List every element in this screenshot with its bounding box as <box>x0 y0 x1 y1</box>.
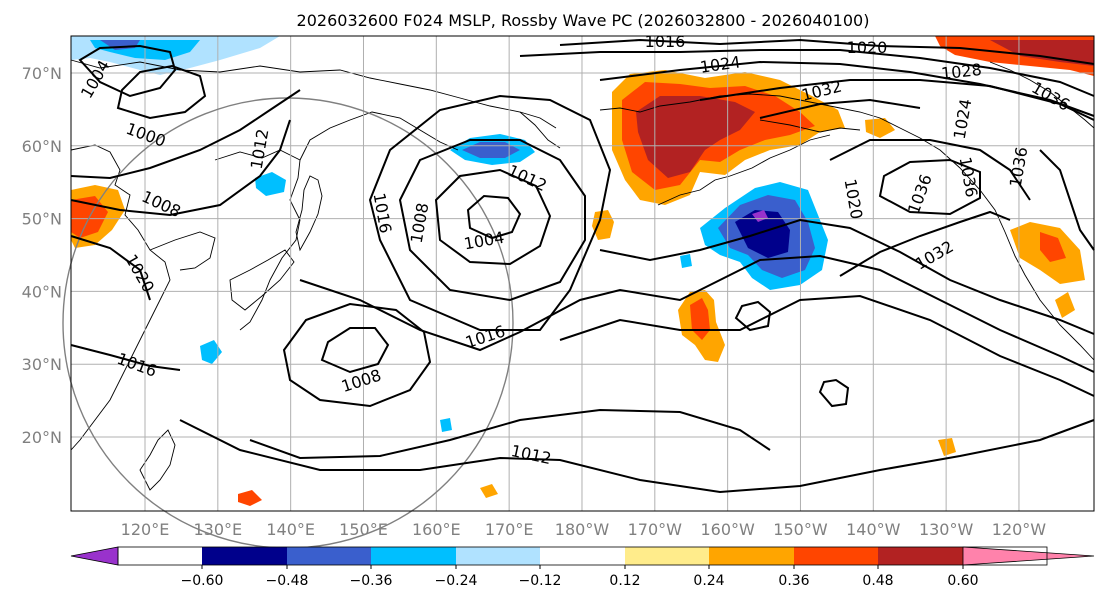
isobar-1032-ridge <box>839 210 1011 277</box>
colorbar-segment <box>287 547 371 565</box>
colorbar-tick-label: 0.36 <box>778 573 809 589</box>
positive-anomaly-small-8 <box>1055 292 1075 318</box>
latitude-label: 60°N <box>22 137 62 156</box>
colorbar-segment <box>625 547 709 565</box>
isobar-1012-west <box>70 119 291 217</box>
latitude-labels: 70°N 60°N 50°N 40°N 30°N 20°N <box>22 64 62 447</box>
isobar-label: 1020 <box>847 38 888 57</box>
colorbar-outline <box>117 546 1048 566</box>
longitude-label: 130°W <box>919 520 974 539</box>
isobar-1024-main <box>599 218 1095 335</box>
positive-anomaly-small-1 <box>592 210 614 240</box>
colorbar-tick-label: 0.48 <box>862 573 893 589</box>
isobar-1016-low <box>368 94 612 331</box>
isobar-cell-small-1 <box>734 300 772 332</box>
latitude-label: 30°N <box>22 355 62 374</box>
isobar-1020-west <box>70 235 151 301</box>
longitude-label: 130°E <box>194 520 243 539</box>
isobar-1004-west <box>78 44 177 98</box>
colorbar-segment <box>540 547 625 565</box>
longitude-label: 160°W <box>700 520 755 539</box>
isobar-1024 <box>599 60 1095 117</box>
longitude-label: 140°W <box>846 520 901 539</box>
colorbar-tick-label: −0.12 <box>519 573 562 589</box>
isobar-1016-main <box>299 254 1095 373</box>
longitude-label: 150°W <box>773 520 828 539</box>
positive-anomaly-small-3 <box>1040 232 1066 262</box>
longitude-label: 120°W <box>992 520 1047 539</box>
colorbar-tick-label: 0.60 <box>947 573 978 589</box>
longitude-label: 180°W <box>555 520 610 539</box>
positive-anomaly-small-5 <box>480 484 498 498</box>
longitude-labels: 120°E 130°E 140°E 150°E 160°E 170°E 180°W 170°W… <box>121 520 1047 539</box>
positive-anomaly-alaska-core <box>636 96 755 178</box>
isobar-1036-high <box>878 158 981 216</box>
latitude-label: 20°N <box>22 428 62 447</box>
colorbar-segment <box>202 547 287 565</box>
longitude-label: 150°E <box>339 520 388 539</box>
negative-anomaly-small-2 <box>255 172 286 196</box>
isobar-label: 1028 <box>940 60 982 83</box>
longitude-label: 140°E <box>266 520 315 539</box>
isobar-1020-goa <box>829 139 1031 201</box>
isobar-1020-main <box>559 294 1095 397</box>
latitude-label: 50°N <box>22 210 62 229</box>
negative-anomaly-small-3 <box>680 254 692 268</box>
longitude-label: 170°E <box>485 520 534 539</box>
colorbar-tick-label: −0.48 <box>266 573 309 589</box>
isobar-1028 <box>699 79 1095 121</box>
coastlines <box>70 59 1095 491</box>
longitude-label: 170°W <box>628 520 683 539</box>
positive-anomaly-small-4 <box>865 118 895 138</box>
isobar-high-arctic <box>559 38 1095 65</box>
colorbar-segment <box>371 547 456 565</box>
isobar-1008-low <box>434 168 552 266</box>
gridlines <box>71 36 1094 511</box>
colorbar-tick-label: −0.24 <box>435 573 478 589</box>
positive-anomaly-small-6 <box>238 490 262 506</box>
colorbar-segment <box>456 547 540 565</box>
isobar-1008-west <box>70 89 301 180</box>
negative-anomaly-small-4 <box>440 418 452 432</box>
colorbar-tick-label: −0.36 <box>350 573 393 589</box>
isobar-label: 1016 <box>645 32 686 51</box>
negative-anomaly-small-1 <box>200 340 222 364</box>
isobar-1012-low <box>398 139 586 302</box>
colorbar-segment <box>878 547 963 565</box>
latitude-label: 70°N <box>22 64 62 83</box>
isobar-cell-small-2 <box>818 378 850 408</box>
isobar-1004-low <box>466 194 522 240</box>
map-panel: 1016 1020 1024 1028 1032 1036 1004 1000 … <box>62 32 1095 549</box>
longitude-label: 160°E <box>412 520 461 539</box>
isobar-1000 <box>116 64 207 120</box>
colorbar-segment <box>709 547 794 565</box>
colorbar-extend-max <box>962 546 1095 566</box>
negative-anomaly-goa-core <box>735 210 790 258</box>
colorbar-tick-label: −0.60 <box>181 573 224 589</box>
latitude-label: 40°N <box>22 282 62 301</box>
positive-anomaly-small-7 <box>938 438 956 456</box>
isobar-1012-main <box>179 419 1095 494</box>
chart-title: 2026032600 F024 MSLP, Rossby Wave PC (20… <box>297 11 870 30</box>
isobar-1016-south <box>249 408 771 460</box>
colorbar: −0.60 −0.48 −0.36 −0.24 −0.12 0.12 0.24 0.36 0.4… <box>70 546 1095 589</box>
isobar-ring-east <box>1039 149 1095 251</box>
colorbar-segment <box>794 547 878 565</box>
map-frame <box>70 35 1095 512</box>
colorbar-tick-label: 0.12 <box>609 573 640 589</box>
isobar-1032 <box>759 98 921 119</box>
isobar-1008-south <box>320 327 390 374</box>
longitude-label: 120°E <box>121 520 170 539</box>
isobar-1016-west <box>70 344 181 371</box>
isobars <box>70 38 1095 494</box>
isobar-1020-north <box>519 49 1095 97</box>
colorbar-tick-label: 0.24 <box>693 573 724 589</box>
colorbar-extend-min <box>70 546 119 566</box>
